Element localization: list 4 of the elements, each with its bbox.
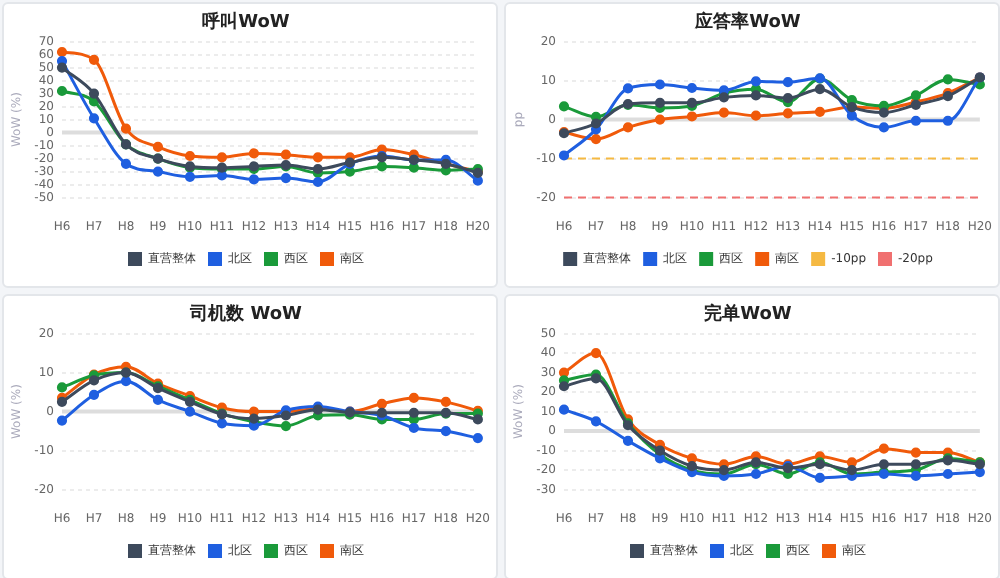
chart-title: 应答率WoW: [693, 11, 801, 34]
chart-title: 呼叫WoW: [202, 11, 290, 34]
chart-title: 完单WoW: [704, 303, 792, 326]
chart-title: 司机数 WoW: [188, 303, 302, 326]
